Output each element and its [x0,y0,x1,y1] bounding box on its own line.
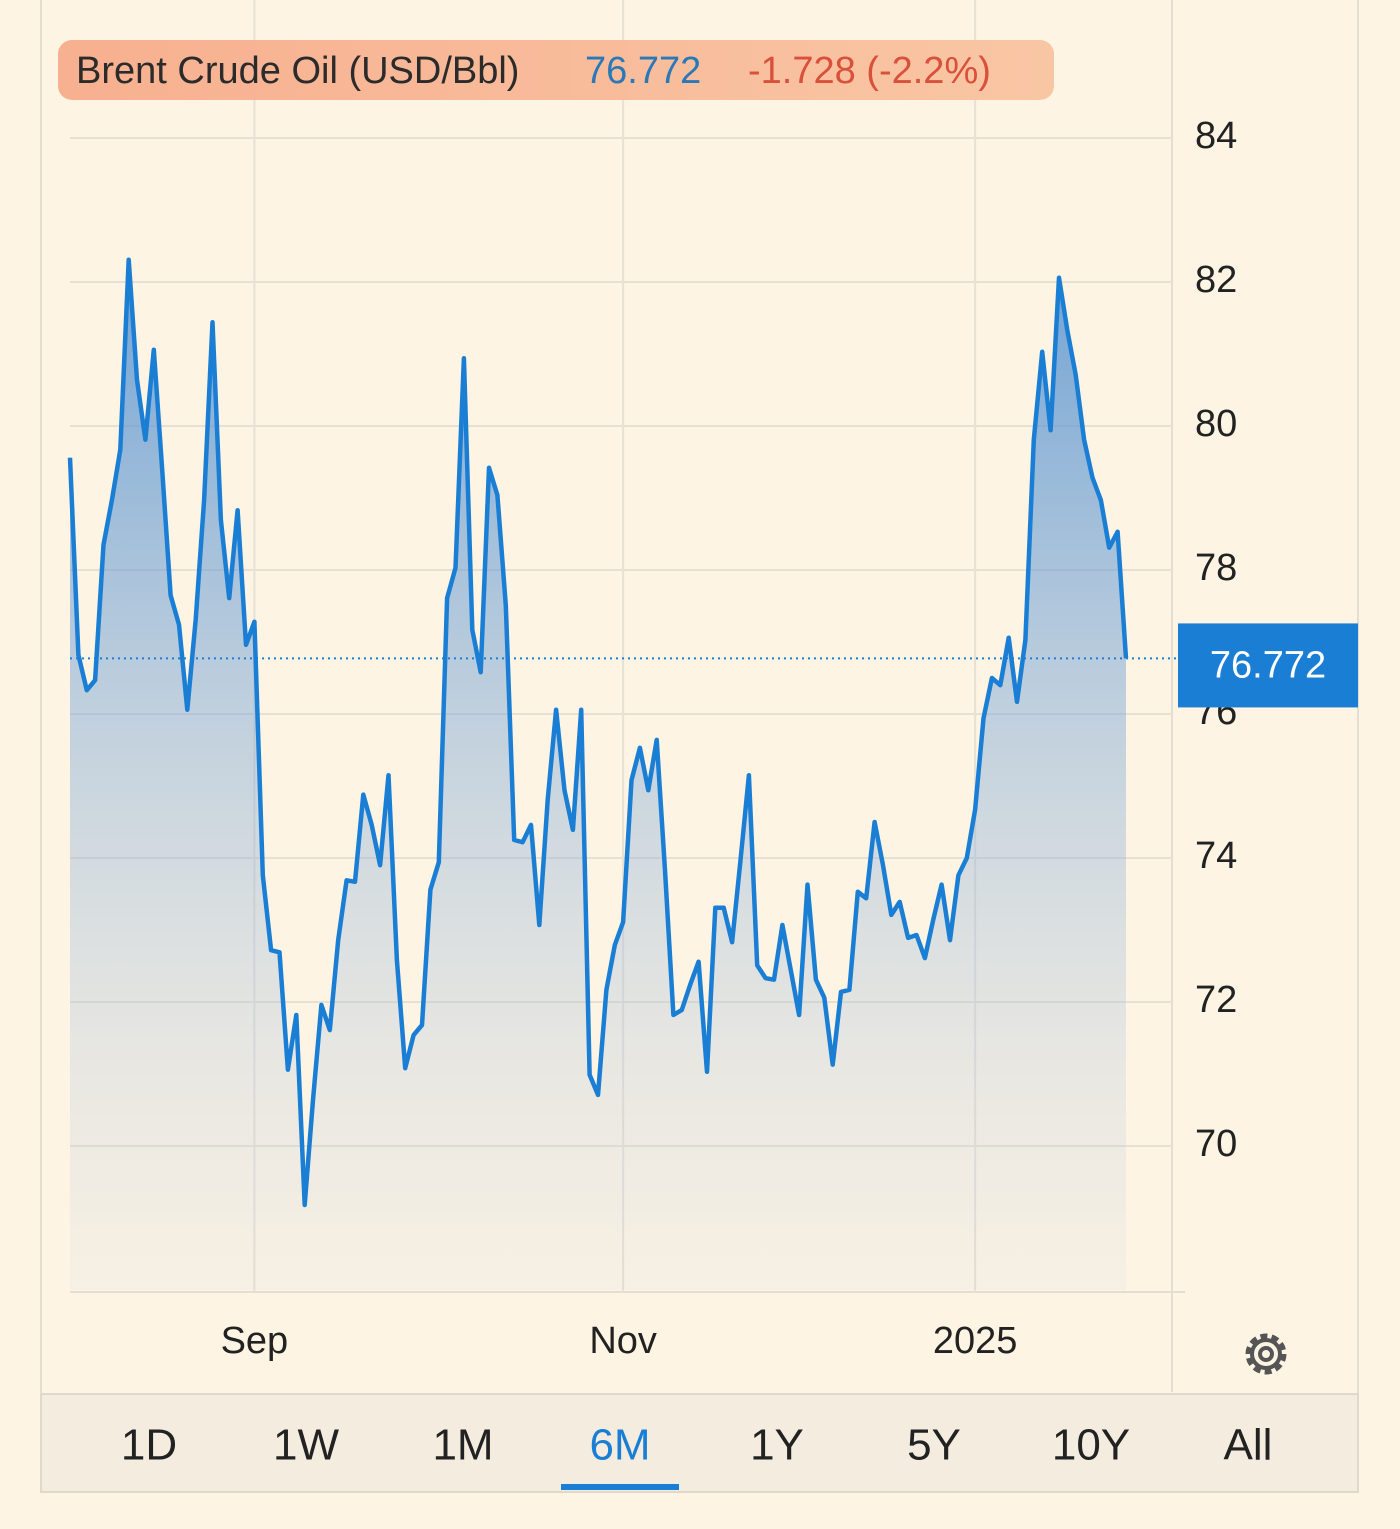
y-tick-label: 78 [1195,547,1237,589]
x-tick-label: Sep [221,1320,289,1362]
range-button[interactable]: 1W [273,1421,339,1470]
last-price-badge-label: 76.772 [1210,644,1326,686]
y-tick-label: 74 [1195,835,1237,877]
range-button[interactable]: 1D [121,1421,177,1470]
x-tick-label: Nov [589,1320,657,1362]
header-pill [58,40,1054,100]
area-fill [70,259,1126,1291]
y-tick-label: 72 [1195,979,1237,1021]
y-tick-label: 80 [1195,403,1237,445]
price-line [67,257,1129,1208]
y-tick-label: 82 [1195,259,1237,301]
x-tick-label: 2025 [933,1320,1018,1362]
range-bar [40,1393,1359,1493]
plot-area [67,0,1172,1292]
chart-title: Brent Crude Oil (USD/Bbl) [76,50,519,92]
settings-button[interactable] [1245,1333,1287,1375]
range-button[interactable]: 10Y [1052,1421,1130,1470]
last-price-badge [1178,623,1358,708]
range-button[interactable]: 1M [432,1421,493,1470]
range-button[interactable]: 5Y [907,1421,961,1470]
selected-indicator [561,1484,679,1490]
y-tick-label: 84 [1195,115,1237,157]
price-change: -1.728 (-2.2%) [748,50,991,92]
last-price: 76.772 [585,50,701,92]
range-button[interactable]: All [1224,1421,1273,1470]
range-button[interactable]: 1Y [750,1421,804,1470]
range-button[interactable]: 6M [589,1421,650,1470]
y-tick-label: 70 [1195,1123,1237,1165]
